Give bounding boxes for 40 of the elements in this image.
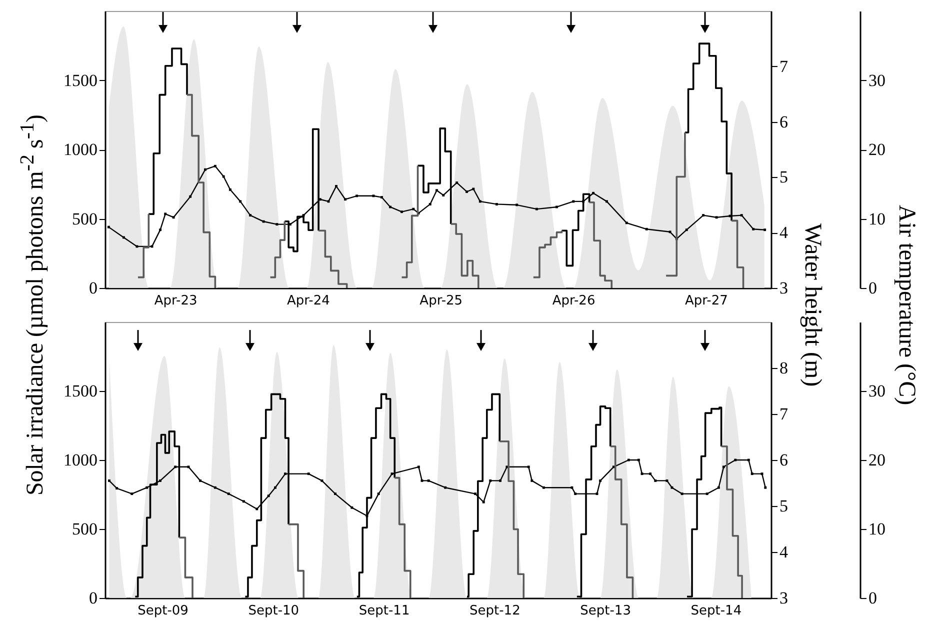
x-tick-label: Apr-24: [287, 294, 330, 308]
y3-tick-label: 20: [868, 140, 886, 159]
y3-tick-label: 30: [868, 70, 886, 90]
y2-tick-label: 4: [780, 223, 788, 242]
y3-tick-label: 0: [868, 278, 877, 298]
y2-tick-label: 4: [780, 542, 788, 562]
y2-tick-label: 5: [780, 496, 788, 516]
y2-tick-label: 6: [780, 112, 788, 132]
y3-tick-label: 20: [868, 450, 886, 470]
y2-axis-title: Water height (m): [798, 223, 826, 387]
x-tick-label: Apr-27: [685, 294, 728, 308]
y3-tick-label: 0: [868, 588, 877, 608]
x-tick-label: Sept-10: [248, 604, 300, 618]
x-tick-label: Apr-26: [552, 294, 596, 308]
y-tick-label: 500: [72, 209, 98, 228]
x-tick-label: Apr-23: [154, 294, 198, 308]
x-tick-label: Sept-13: [580, 604, 631, 618]
y2-tick-label: 5: [780, 168, 788, 187]
y-tick-label: 1000: [64, 140, 98, 159]
y3-axis-title: Air temperature (°C): [892, 204, 920, 406]
y2-tick-label: 8: [780, 358, 788, 378]
y-tick-label: 1000: [64, 450, 98, 470]
y2-tick-label: 6: [780, 450, 788, 470]
y-tick-label: 500: [72, 520, 98, 538]
y2-tick-label: 7: [780, 404, 788, 424]
y2-tick-label: 3: [780, 588, 788, 608]
y-tick-label: 0: [89, 588, 98, 608]
y2-tick-label: 7: [780, 56, 788, 76]
x-tick-label: Sept-12: [470, 604, 520, 618]
x-tick-label: Sept-14: [690, 604, 742, 618]
x-tick-label: Apr-25: [420, 294, 463, 308]
y3-tick-label: 30: [868, 382, 886, 400]
x-tick-label: Sept-11: [358, 604, 410, 618]
x-tick-label: Sept-09: [138, 604, 188, 618]
y-tick-label: 1500: [64, 382, 98, 400]
y2-tick-label: 3: [780, 278, 788, 298]
y3-tick-label: 10: [868, 209, 886, 228]
y3-tick-label: 10: [868, 520, 886, 538]
y-tick-label: 1500: [64, 70, 98, 90]
y-tick-label: 0: [89, 278, 98, 298]
